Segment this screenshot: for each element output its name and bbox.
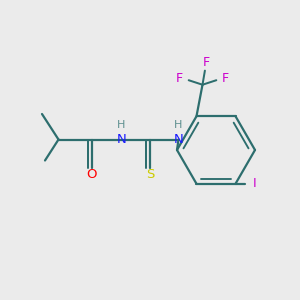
Text: F: F bbox=[176, 72, 183, 85]
Text: F: F bbox=[203, 56, 210, 69]
Text: N: N bbox=[117, 133, 126, 146]
Text: S: S bbox=[146, 168, 154, 181]
Text: H: H bbox=[174, 120, 183, 130]
Text: O: O bbox=[86, 168, 97, 181]
Text: F: F bbox=[222, 72, 229, 85]
Text: I: I bbox=[253, 177, 256, 190]
Text: N: N bbox=[174, 133, 183, 146]
Text: H: H bbox=[117, 120, 126, 130]
